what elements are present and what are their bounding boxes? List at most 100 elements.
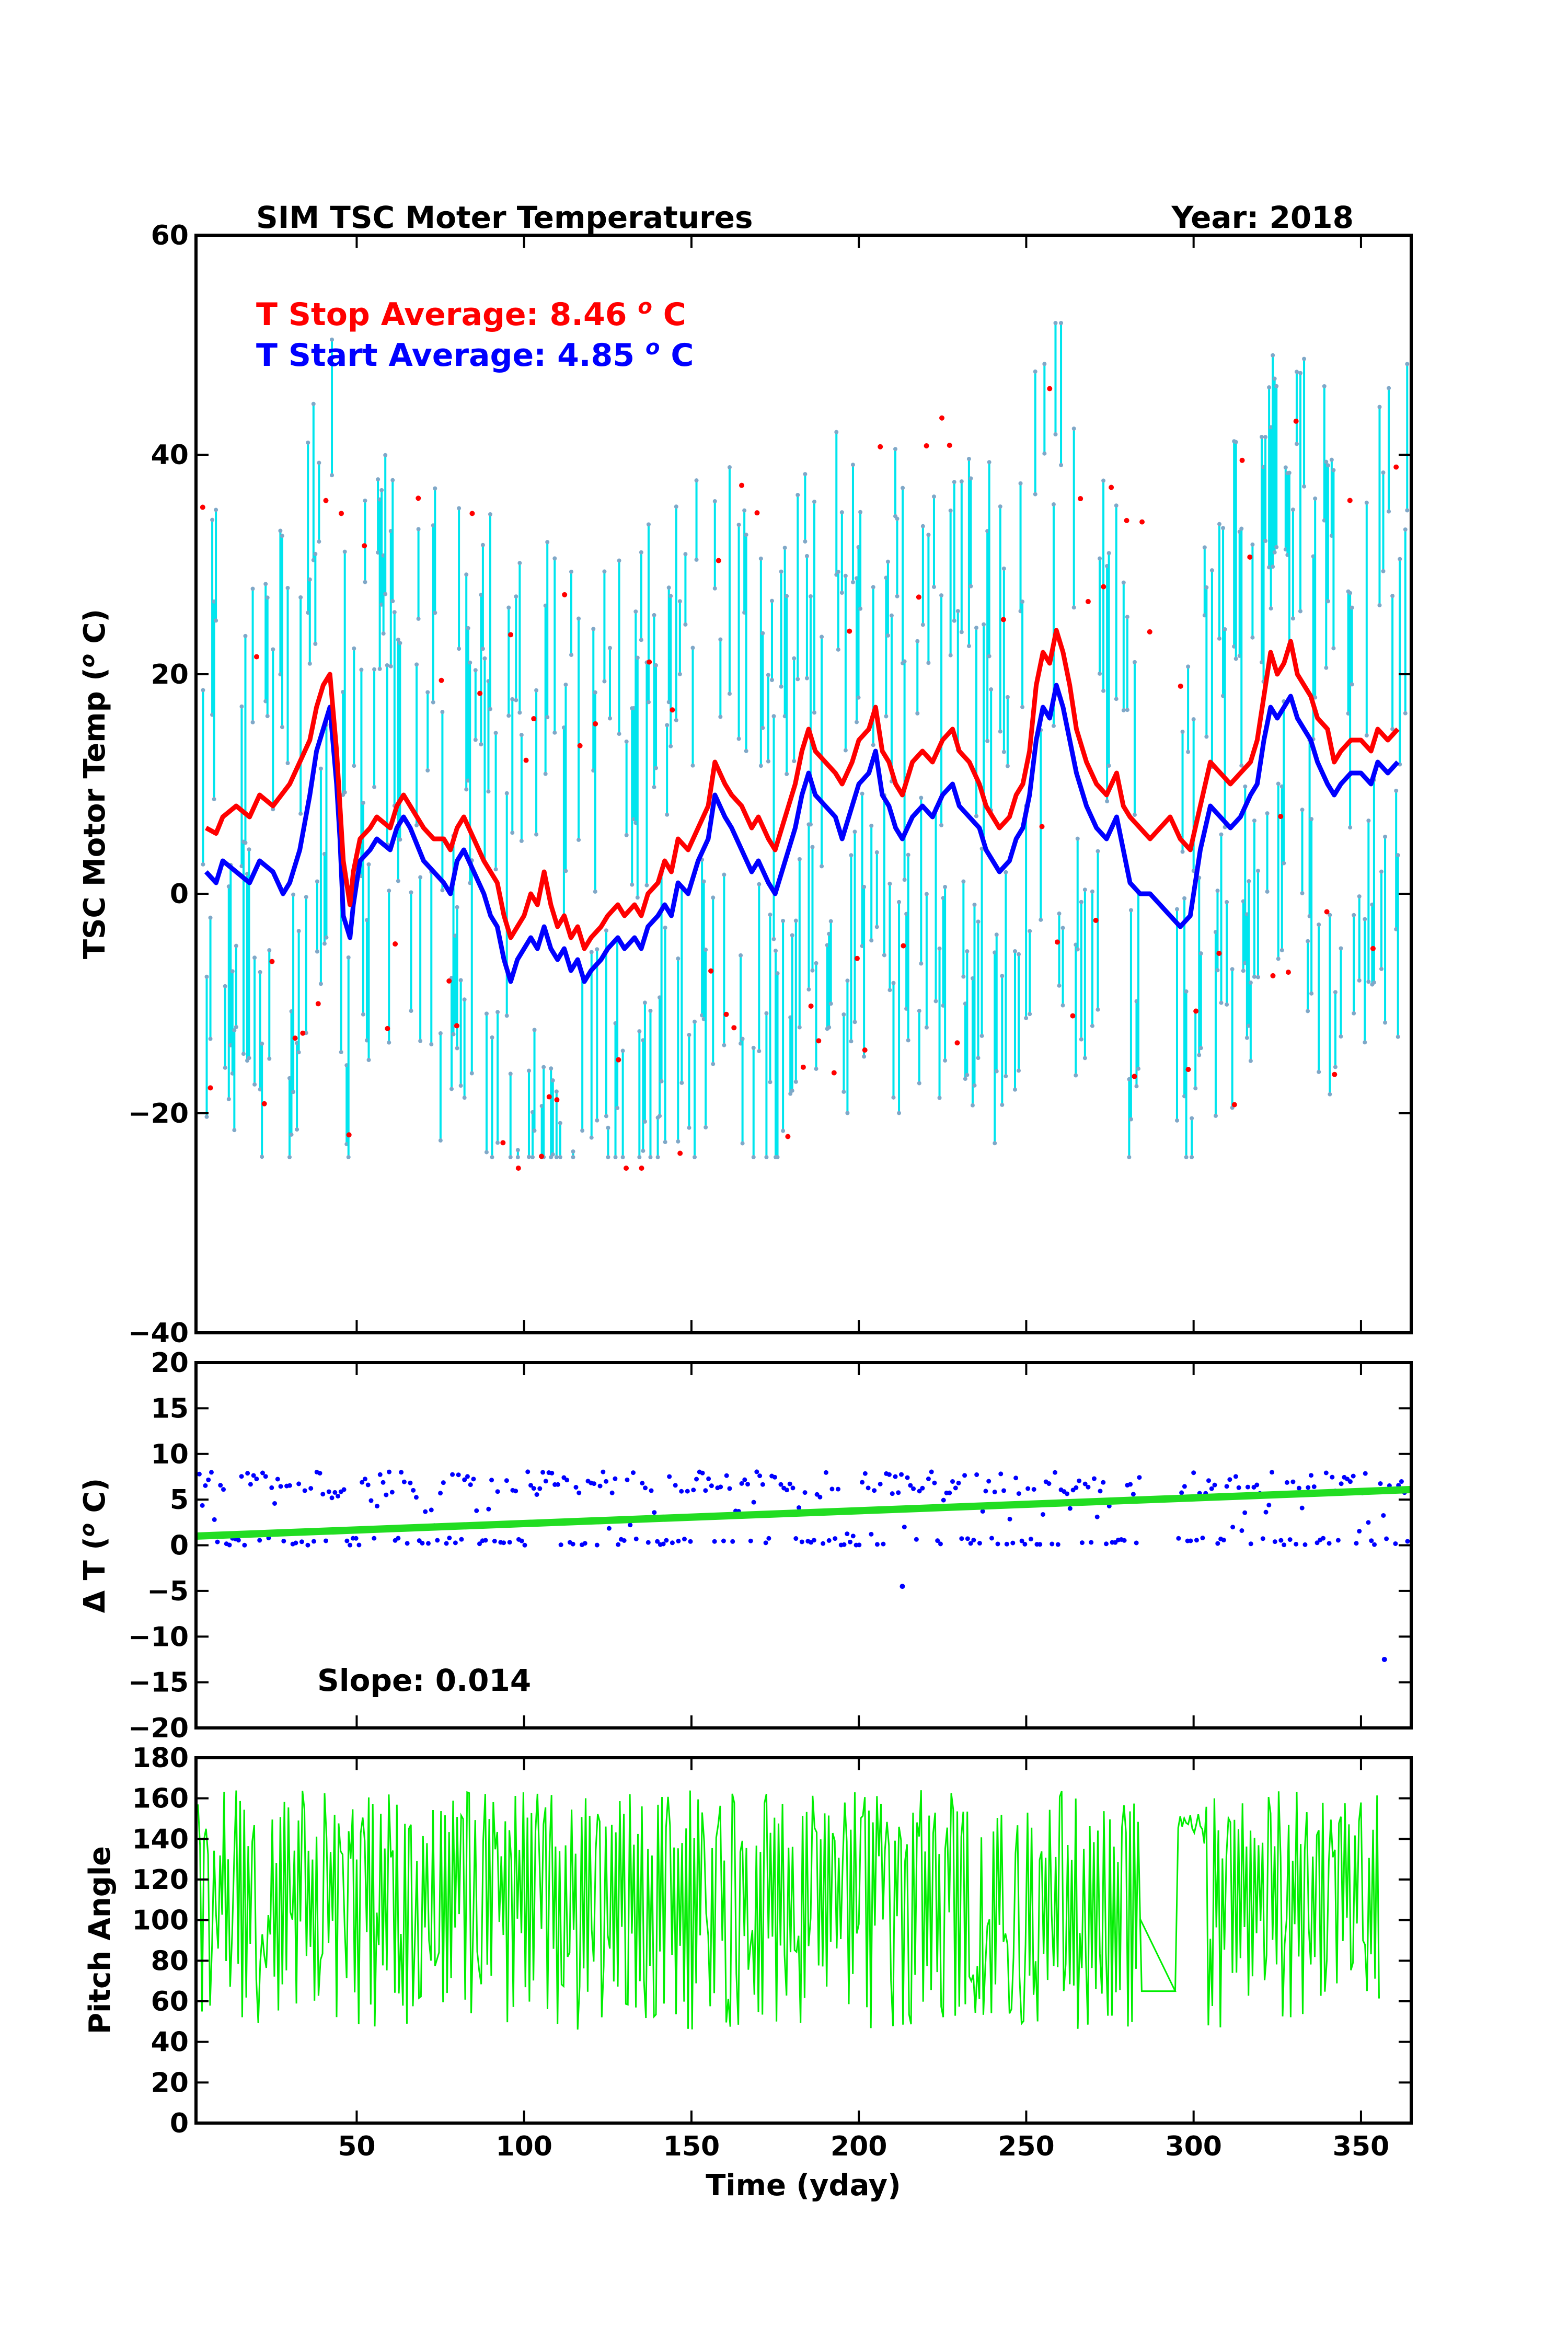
delta-t-point (817, 1494, 823, 1500)
delta-t-point (573, 1485, 579, 1490)
stop-temperature-point (939, 415, 945, 421)
temperature-swing-point (694, 557, 699, 562)
temperature-swing-point (779, 684, 783, 689)
temperature-swing-point (1366, 818, 1371, 823)
temperature-swing-point (965, 949, 970, 954)
delta-t-point (1405, 1539, 1410, 1544)
temperature-swing-point (810, 845, 815, 849)
pitch-angle-x-ticks: 50 100 150 200 250 300 350 (338, 1758, 1389, 2162)
temperature-swing-point (1247, 879, 1251, 884)
y-tick-label: 20 (151, 659, 189, 690)
temperature-swing-point (659, 1079, 664, 1083)
temperature-swing-point (243, 840, 248, 845)
temperature-swing-point (1204, 585, 1209, 590)
temperature-swing-point (1331, 646, 1336, 651)
delta-t-point (1299, 1505, 1305, 1511)
delta-t-point (730, 1539, 735, 1544)
delta-t-point (881, 1541, 886, 1547)
temperature-swing-point (1180, 849, 1185, 854)
temperature-swing-point (359, 667, 364, 672)
temperature-swing-point (593, 889, 597, 894)
temperature-swing-point (613, 1155, 618, 1159)
temperature-swing-point (790, 1088, 794, 1093)
temperature-swing-point (1377, 405, 1382, 409)
delta-t-point (1296, 1485, 1301, 1491)
temperature-swing-point (1348, 591, 1353, 595)
temperature-swing-point (1250, 542, 1255, 547)
stop-temperature-point (1085, 598, 1091, 604)
delta-t-point (513, 1489, 518, 1494)
delta-t-point (444, 1541, 449, 1546)
delta-t-point (287, 1483, 292, 1488)
temperature-swing-point (764, 1155, 769, 1159)
temperature-swing-point (1198, 1046, 1203, 1051)
temperature-swing-point (1331, 468, 1336, 472)
delta-t-point (932, 1480, 937, 1485)
temperature-swing-point (1265, 811, 1270, 816)
temperature-swing-point (655, 1155, 660, 1159)
delta-t-point (450, 1472, 455, 1477)
temperature-swing-point (1020, 705, 1025, 709)
temperature-swing-point (739, 953, 743, 958)
temperature-swing-point (1121, 580, 1126, 585)
delta-t-point (914, 1537, 919, 1542)
pitch-angle-y-axis-label: Pitch Angle (83, 1846, 117, 2034)
temperature-swing-point (915, 639, 920, 643)
temperature-swing-point (1106, 763, 1111, 768)
stop-temperature-point (323, 498, 329, 503)
delta-t-point (1128, 1482, 1133, 1487)
temperature-swing-point (736, 523, 741, 527)
temperature-swing-point (1267, 385, 1272, 390)
delta-t-point (1191, 1470, 1196, 1475)
temperature-swing-point (1182, 896, 1187, 901)
delta-t-point (1354, 1541, 1359, 1546)
delta-t-point (742, 1477, 747, 1482)
temperature-swing-point (1309, 991, 1314, 996)
delta-t-point (577, 1490, 582, 1495)
temperature-swing-point (313, 551, 318, 556)
temperature-swing-point (1191, 717, 1196, 722)
delta-t-point (429, 1507, 434, 1513)
delta-t-point (670, 1540, 675, 1546)
delta-t-point (1050, 1541, 1055, 1547)
delta-t-point (1022, 1541, 1028, 1547)
temperature-swing-point (1001, 750, 1006, 754)
temperature-swing-point (1127, 1155, 1132, 1159)
temperature-swing-point (843, 748, 848, 753)
stop-temperature-point (393, 941, 398, 947)
temperature-swing-point (1042, 451, 1047, 456)
stop-temperature-point (554, 1097, 560, 1103)
x-tick-label: 350 (1333, 2131, 1390, 2162)
temperature-swing-point (1024, 1016, 1029, 1020)
temperature-swing-point (882, 953, 886, 958)
temperature-swing-point (330, 473, 335, 478)
temperature-swing-point (383, 453, 388, 457)
delta-t-point (947, 1490, 952, 1495)
temperature-swing-point (769, 598, 774, 603)
temperature-swing-point (1387, 509, 1391, 514)
delta-t-point (833, 1536, 838, 1541)
delta-t-point (609, 1490, 615, 1495)
temperature-swing-point (1180, 730, 1185, 734)
temperature-swing-point (473, 668, 478, 673)
delta-t-point (872, 1488, 877, 1493)
stop-temperature-point (1216, 951, 1222, 956)
delta-t-point (613, 1476, 618, 1481)
delta-t-point (727, 1486, 732, 1491)
delta-t-point (365, 1482, 371, 1488)
temperature-swing-point (1276, 781, 1281, 786)
temperature-swing-point (318, 982, 323, 986)
temperature-x-tick-marks (355, 235, 1362, 1333)
delta-t-point (1007, 1516, 1012, 1521)
delta-t-point (317, 1471, 322, 1476)
temperature-swing-point (760, 725, 765, 730)
temperature-swing-point (1357, 978, 1362, 983)
stop-average-unit: C (652, 296, 686, 333)
temperature-swing-point (1233, 440, 1238, 444)
temperature-swing-point (1012, 1087, 1017, 1092)
temperature-swing-point (495, 1140, 500, 1145)
temperature-swing-point (1101, 478, 1106, 483)
delta-t-point (905, 1475, 910, 1480)
stop-average-line (205, 628, 1400, 951)
temperature-swing-point (1051, 502, 1056, 507)
